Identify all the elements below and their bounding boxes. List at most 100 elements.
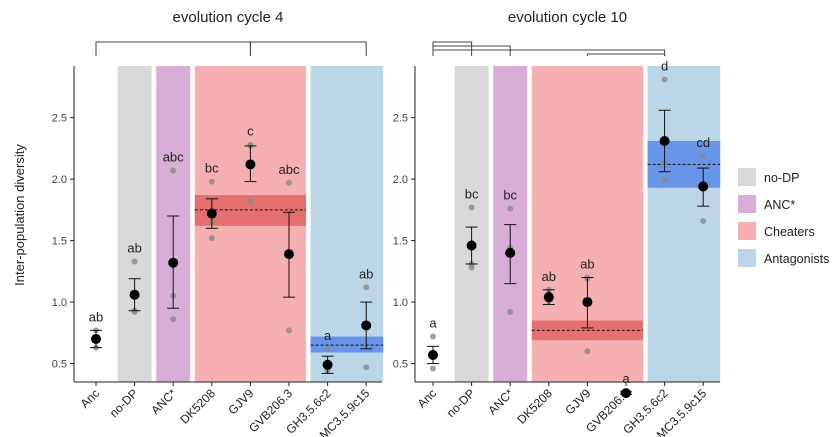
legend-label: ANC*	[764, 198, 795, 212]
y-tick-label: 0.5	[52, 359, 67, 371]
chart-title: evolution cycle 10	[508, 9, 627, 26]
significance-letter: a	[324, 328, 332, 343]
significance-letter: ab	[127, 241, 141, 256]
data-point	[286, 327, 292, 334]
legend-item: Antagonists	[738, 249, 829, 267]
group-background	[493, 66, 528, 382]
x-tick-label: ANC*	[148, 386, 179, 417]
x-tick-label: GJV9	[562, 386, 593, 417]
comparison-bracket	[432, 41, 473, 56]
x-tick-label: no-DP	[444, 386, 478, 420]
mean-point	[245, 159, 256, 170]
significance-letter: c	[247, 124, 254, 139]
data-point	[363, 284, 370, 291]
legend-label: Antagonists	[764, 252, 829, 266]
significance-letter: ab	[89, 309, 103, 324]
comparison-bracket	[249, 41, 367, 56]
y-tick-label: 2.5	[52, 113, 67, 125]
significance-letter: a	[622, 371, 630, 386]
comparison-bracket	[586, 53, 666, 56]
y-tick-label: 0.5	[393, 359, 408, 371]
significance-letter: bc	[205, 161, 219, 176]
legend-swatch	[738, 249, 756, 267]
data-point	[208, 235, 215, 242]
data-point	[430, 365, 436, 372]
legend-item: ANC*	[738, 195, 795, 213]
comparison-bracket	[95, 41, 251, 56]
group-background	[117, 66, 152, 382]
data-point	[324, 345, 331, 352]
x-tick-label: GJV9	[225, 386, 256, 417]
significance-letter: abc	[279, 162, 300, 177]
mean-point	[129, 289, 140, 300]
mean-point	[206, 208, 217, 219]
data-point	[584, 348, 591, 355]
significance-letter: ab	[542, 269, 556, 284]
data-point	[208, 178, 215, 185]
legend-swatch	[738, 222, 756, 240]
y-tick-label: 2.5	[393, 113, 408, 125]
mean-point	[621, 388, 631, 399]
data-point	[700, 152, 707, 159]
significance-letter: ab	[580, 256, 594, 271]
y-axis-label: Inter-population diversity	[12, 144, 27, 286]
mean-point	[466, 240, 477, 251]
mean-point	[322, 359, 333, 370]
mean-point	[284, 249, 294, 260]
x-tick-label: Anc	[78, 386, 103, 411]
data-point	[700, 217, 707, 224]
x-tick-label: no-DP	[107, 386, 141, 420]
comparison-bracket	[432, 49, 666, 56]
group-background	[454, 66, 489, 382]
legend-item: Cheaters	[738, 222, 815, 240]
mean-point	[428, 349, 438, 360]
mean-point	[505, 247, 516, 258]
group-background	[647, 66, 721, 382]
group-mean-band	[310, 336, 384, 353]
mean-point	[582, 297, 593, 308]
data-point	[507, 308, 514, 315]
significance-letter: d	[661, 59, 668, 74]
data-point	[170, 316, 177, 323]
significance-letter: cd	[696, 135, 710, 150]
data-point	[363, 364, 370, 371]
chart-panel: evolution cycle 10 0.5 1.0 1.5 2.0 2.5 Anc a no-…	[393, 9, 721, 437]
y-tick-label: 1.0	[393, 297, 408, 309]
x-tick-label: DK5208	[514, 386, 555, 427]
significance-letter: a	[429, 316, 437, 331]
significance-letter: ab	[359, 266, 373, 281]
mean-point	[361, 320, 372, 331]
x-tick-label: Anc	[415, 386, 440, 411]
y-tick-label: 2.0	[393, 174, 408, 186]
x-tick-label: DK5208	[177, 386, 218, 427]
legend-label: no-DP	[764, 171, 799, 185]
data-point	[661, 177, 668, 184]
data-point	[430, 333, 436, 340]
y-tick-label: 1.0	[52, 297, 67, 309]
chart-panel: evolution cycle 4 0.5 1.0 1.5 2.0 2.5 Anc ab no-…	[52, 9, 384, 437]
data-point	[286, 179, 292, 186]
data-point	[468, 204, 475, 211]
mean-point	[91, 333, 101, 344]
y-tick-label: 1.5	[393, 236, 408, 248]
panels: evolution cycle 4 0.5 1.0 1.5 2.0 2.5 Anc ab no-…	[52, 9, 721, 437]
mean-point	[659, 136, 670, 147]
mean-point	[168, 257, 179, 268]
x-tick-label: ANC*	[485, 386, 516, 417]
mean-point	[543, 292, 554, 303]
data-point	[247, 198, 254, 205]
significance-letter: bc	[465, 186, 479, 201]
data-point	[507, 205, 514, 212]
legend: no-DP ANC* Cheaters Antagonists	[738, 168, 829, 267]
significance-letter: bc	[503, 188, 517, 203]
group-background	[310, 66, 384, 382]
mean-point	[698, 181, 709, 192]
legend-label: Cheaters	[764, 225, 815, 239]
chart-title: evolution cycle 4	[173, 9, 284, 26]
data-point	[131, 258, 138, 265]
data-point	[661, 76, 668, 83]
legend-swatch	[738, 168, 756, 186]
data-point	[170, 167, 177, 174]
y-tick-label: 2.0	[52, 174, 67, 186]
